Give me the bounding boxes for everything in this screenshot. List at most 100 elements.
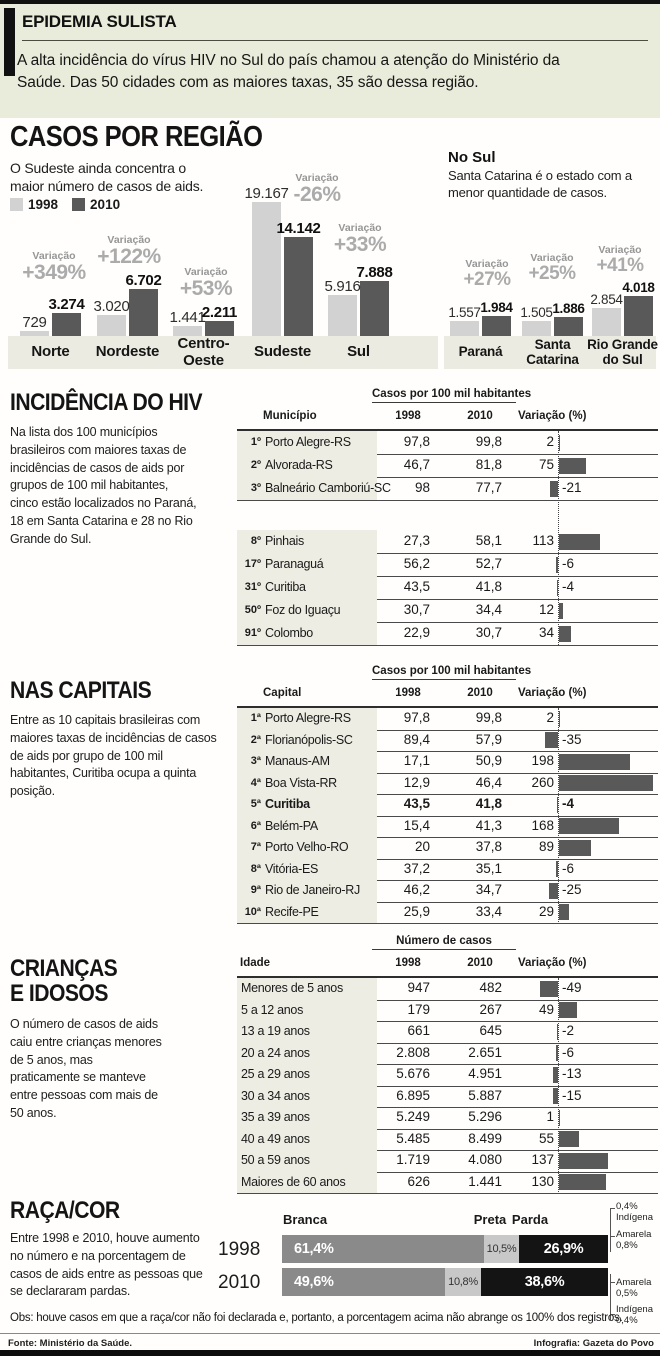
table-col-header: Variação (%) [518,957,587,969]
table-row: 1º Porto Alegre-RS 97,8 99,8 2 [237,431,658,455]
row-value-1998: 12,9 [403,774,430,790]
row-label-bg [237,772,377,794]
row-value-1998: 17,1 [403,753,430,768]
bar-value-2010: 2.211 [201,304,238,321]
table-row: 31º Curitiba 43,5 41,8 -4 [237,576,658,600]
section-title-nas-capitais: NAS CAPITAIS [10,677,152,704]
row-label-bg [237,431,377,454]
row-value-1998: 46,2 [403,882,430,897]
row-value-2010: 482 [479,980,502,995]
table-row: 40 a 49 anos 5.485 8.499 55 [237,1128,658,1151]
row-variation-value: 89 [538,839,554,854]
bar-chart-no-sul: 1.557 1.984 Variação +27% Paraná 1.505 1.886 Va… [444,170,658,369]
row-name: Boa Vista-RR [265,775,337,790]
table-row: 8ª Vitória-ES 37,2 35,1 -6 [237,858,658,881]
row-variation-bar [559,904,569,921]
row-name: Vitória-ES [265,861,319,876]
race-annotation-line: 0,8% [616,1239,638,1251]
table-nas-capitais: Casos por 100 mil habitantes Capital 1998 2… [237,665,658,924]
row-label-bg [237,794,377,816]
row-value-1998: 5.676 [396,1066,430,1081]
row-variation-bar [559,602,563,619]
row-value-1998: 43,5 [403,796,430,811]
row-name: Balneário Camboriú-SC [265,481,391,495]
row-variation-value: -4 [562,796,575,811]
row-variation-value: -35 [562,731,582,747]
row-label-bg [237,1171,377,1193]
row-value-1998: 89,4 [403,731,430,747]
bar-1998 [173,326,202,336]
row-rank: 9ª [250,884,261,896]
header-accent-bar [4,8,15,76]
table-col-header: 2010 [467,410,493,422]
row-variation-bar [559,434,560,451]
row-name: Florianópolis-SC [265,732,353,747]
race-col-header: Branca [283,1212,328,1227]
table-group-header: Número de casos [372,935,516,950]
row-value-2010: 57,9 [475,731,502,747]
bar-value-1998: 1.441 [169,309,206,326]
row-variation-bar [540,980,558,997]
row-value-2010: 46,4 [475,774,502,790]
variacao-label: Variação +53% [161,266,251,300]
row-value-1998: 30,7 [403,602,430,617]
row-label-bg [237,1128,377,1150]
row-name: Recife-PE [265,904,319,919]
bar-value-1998: 729 [22,314,47,331]
bar-2010 [52,313,81,336]
variacao-pct: +53% [179,277,233,300]
row-value-2010: 34,7 [475,882,502,897]
row-name: 40 a 49 anos [241,1131,310,1146]
row-variation-bar [559,1002,577,1019]
table-row: 30 a 34 anos 6.895 5.887 -15 [237,1085,658,1108]
row-value-2010: 58,1 [475,533,502,548]
stacked-bar-raca-cor: Branca Preta Parda 1998 61,4% 10,5% 26,9% 2010 4… [218,1196,660,1336]
row-label-bg [237,454,377,477]
race-annotation-line: Amarela [616,1277,652,1288]
row-value-2010: 267 [479,1001,502,1017]
row-name: Menores de 5 anos [241,981,343,995]
row-value-2010: 35,1 [475,860,502,876]
row-variation-bar [553,1066,558,1083]
table-header-rule [237,706,658,708]
header-band: EPIDEMIA SULISTA A alta incidência do ví… [0,4,660,118]
row-value-2010: 77,7 [475,480,502,495]
bar-value-2010: 6.702 [125,272,162,289]
race-annotation-line: Indígena [616,1304,653,1315]
variacao-word: Variação [338,222,382,234]
table-row: 35 a 39 anos 5.249 5.296 1 [237,1107,658,1130]
row-variation-bar [559,1131,579,1148]
row-value-2010: 99,8 [475,434,502,449]
row-variation-value: 55 [538,1130,554,1146]
row-name: Curitiba [265,580,306,594]
row-variation-bar [553,1088,558,1105]
row-variation-bar [549,882,558,899]
row-rank: 6ª [250,819,261,832]
table-row: 13 a 19 anos 661 645 -2 [237,1021,658,1044]
row-label-bg [237,1021,377,1043]
table-row: Maiores de 60 anos 626 1.441 130 [237,1171,658,1194]
table-row: Menores de 5 anos 947 482 -49 [237,978,658,1001]
row-variation-bar [559,818,619,835]
row-variation-bar [545,732,558,749]
variacao-pct: +25% [528,263,576,284]
table-row: 3ª Manaus-AM 17,1 50,9 198 [237,751,658,774]
header-rule [22,40,648,41]
row-variation-value: 130 [531,1173,554,1189]
bar-2010 [554,317,583,336]
race-segment-parda: 38,6% [481,1268,608,1296]
axis-category: Nordeste [95,343,160,361]
row-variation-value: -21 [562,480,582,495]
row-value-1998: 2.808 [396,1044,430,1060]
row-value-2010: 30,7 [475,625,502,640]
bar-value-1998: 1.505 [520,305,553,320]
row-rank: 1º [250,436,261,448]
variation-zero-line [558,431,559,645]
row-value-2010: 33,4 [475,903,502,919]
row-value-1998: 27,3 [403,533,430,548]
row-value-2010: 34,4 [475,602,502,617]
variacao-label: Variação +41% [575,244,660,276]
row-variation-bar [559,839,591,856]
row-name: 20 a 24 anos [241,1045,310,1060]
